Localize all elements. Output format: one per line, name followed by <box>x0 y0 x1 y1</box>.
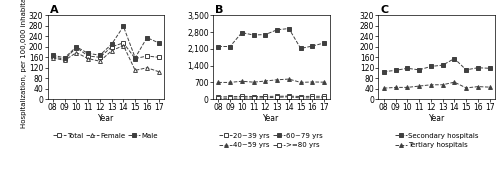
X-axis label: Year: Year <box>263 114 280 123</box>
Legend: Total, Female, Male: Total, Female, Male <box>53 133 158 139</box>
Legend: Secondary hospitals, Tertiary hospitals: Secondary hospitals, Tertiary hospitals <box>394 133 479 148</box>
X-axis label: Year: Year <box>428 114 445 123</box>
Y-axis label: Hospitalization, per 100,000 inhabitants: Hospitalization, per 100,000 inhabitants <box>22 0 28 128</box>
X-axis label: Year: Year <box>98 114 114 123</box>
Text: C: C <box>381 5 389 15</box>
Text: B: B <box>216 5 224 15</box>
Text: A: A <box>50 5 58 15</box>
Legend: 20~39 yrs, 40~59 yrs, 60~79 yrs, >=80 yrs: 20~39 yrs, 40~59 yrs, 60~79 yrs, >=80 yr… <box>220 133 323 148</box>
